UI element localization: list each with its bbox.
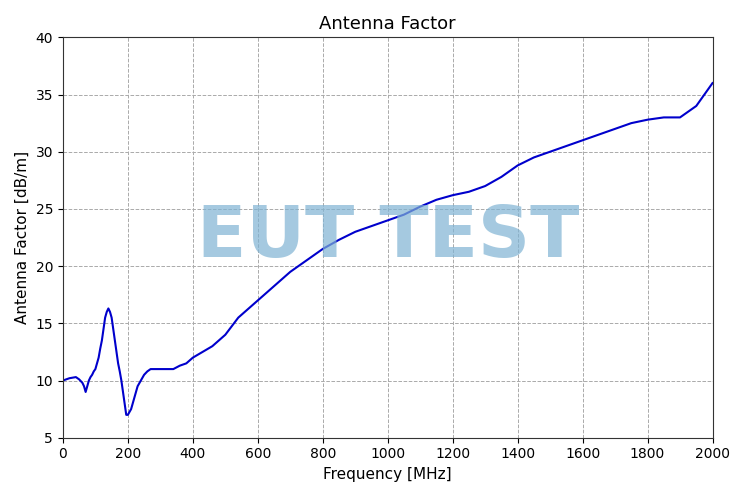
Y-axis label: Antenna Factor [dB/m]: Antenna Factor [dB/m] (15, 151, 30, 324)
Title: Antenna Factor: Antenna Factor (320, 15, 456, 33)
X-axis label: Frequency [MHz]: Frequency [MHz] (323, 467, 452, 482)
Text: EUT TEST: EUT TEST (197, 203, 579, 272)
